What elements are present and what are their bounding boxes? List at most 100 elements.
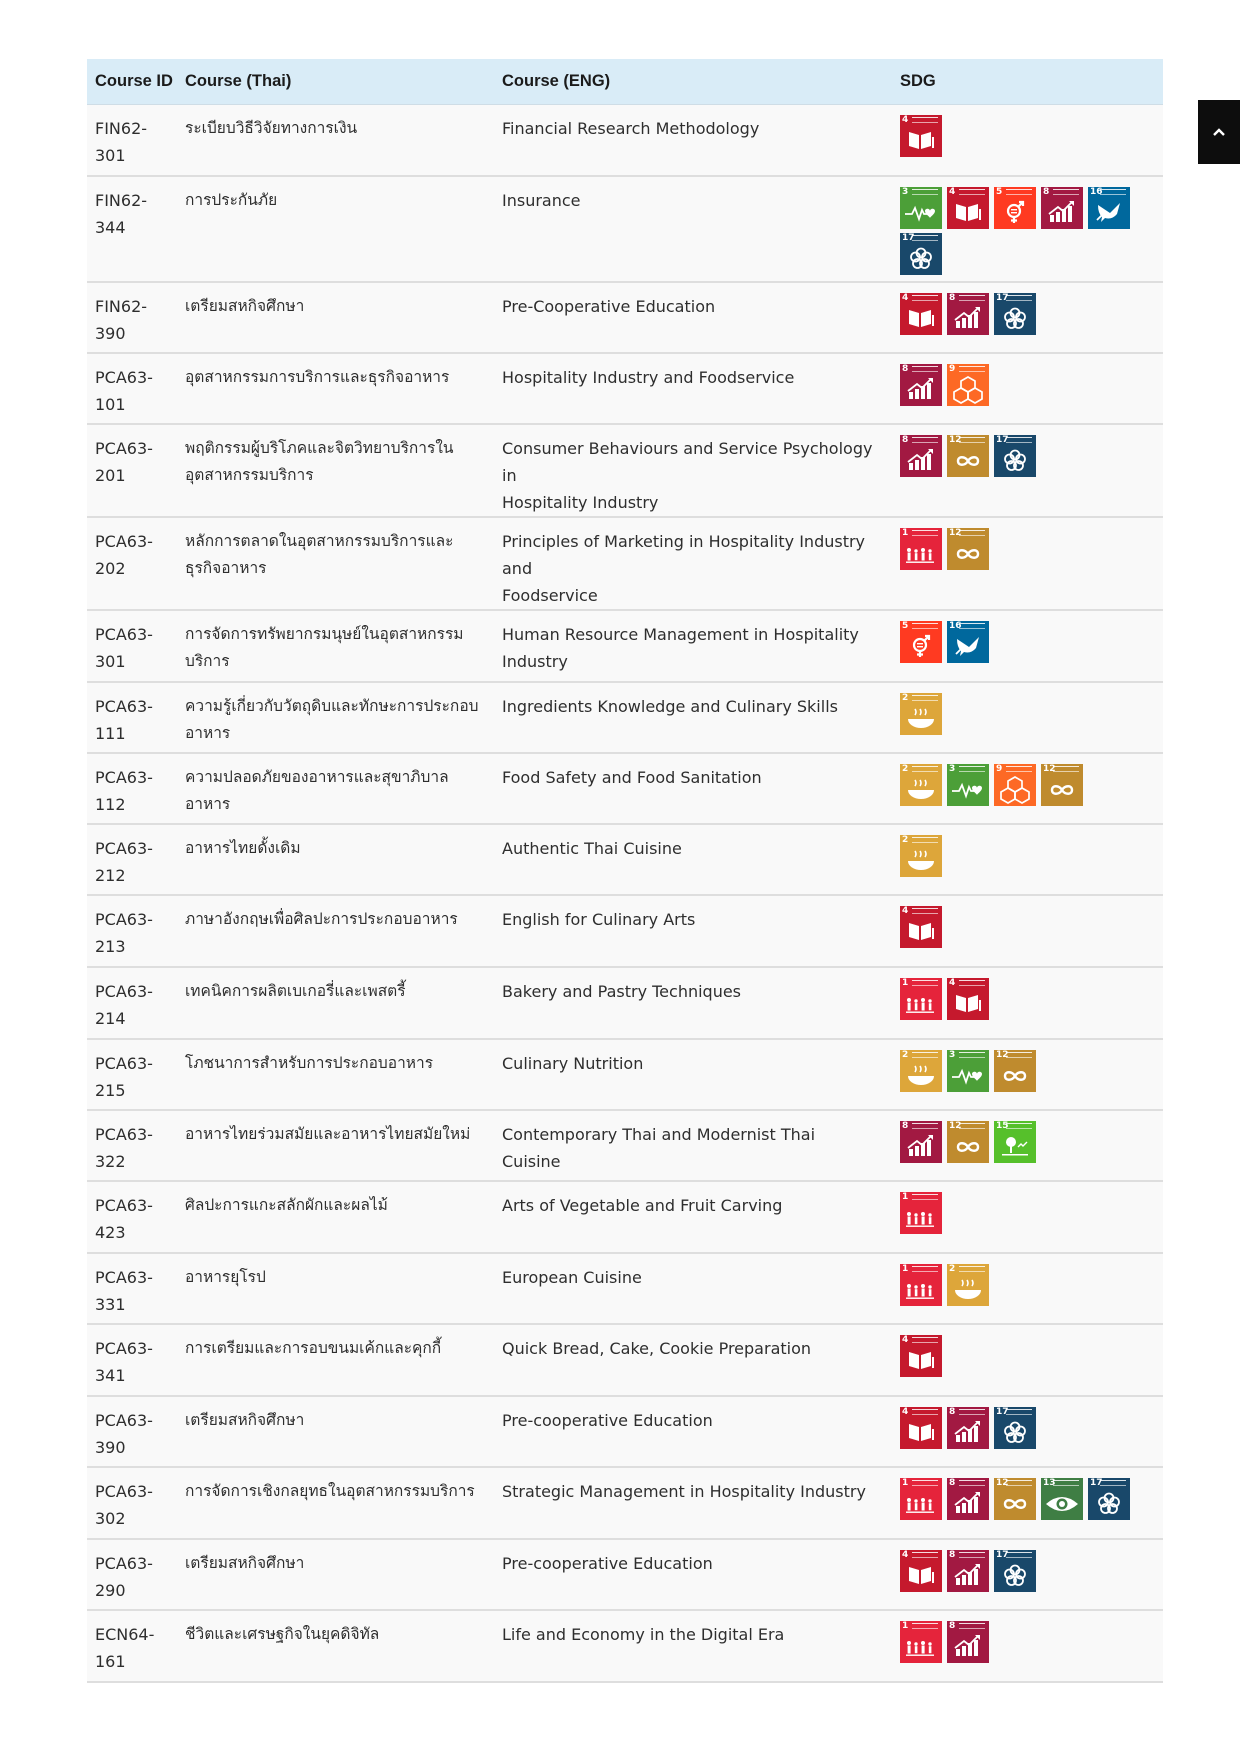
sdg-icon-list: 4 (900, 1334, 1140, 1377)
sdg-number: 13 (1043, 1477, 1056, 1488)
course-eng-cell: Insurance (494, 175, 892, 283)
course-id-cell: PCA63- 302 (87, 1466, 177, 1540)
table-body: FIN62- 301 ระเบียบวิธีวิจัยทางการเงิน Fina… (87, 104, 1163, 1683)
sdg-12-infinity-icon: 12 (1041, 763, 1083, 806)
sdg-2-bowl-icon: 2 (947, 1263, 989, 1306)
sdg-number: 12 (949, 434, 962, 445)
table-header-row: Course ID Course (Thai) Course (ENG) SDG (87, 59, 1163, 105)
sdg-12-infinity-icon: 12 (947, 1120, 989, 1163)
sdg-3-heartbeat-icon: 3 (947, 1049, 989, 1092)
sdg-17-flower-icon: 17 (994, 1549, 1036, 1592)
course-thai-cell: อาหารยุโรป (177, 1252, 494, 1325)
sdg-cell: 4 8 17 (892, 281, 1163, 354)
sdg-icon-list: 4 (900, 115, 1140, 157)
course-id-cell: PCA63- 341 (87, 1323, 177, 1397)
sdg-2-bowl-icon: 2 (900, 763, 942, 806)
course-thai-cell: เทคนิคการผลิตเบเกอรี่และเพสตรี้ (177, 966, 494, 1040)
sdg-number: 2 (902, 763, 909, 774)
sdg-number: 12 (996, 1477, 1009, 1488)
course-thai-cell: การจัดการทรัพยากรมนุษย์ในอุตสาหกรรม บริก… (177, 609, 494, 683)
sdg-number: 15 (996, 1120, 1009, 1131)
sdg-icon-list: 3 4 5 8 16 17 (900, 186, 1140, 275)
course-id-cell: PCA63- 101 (87, 352, 177, 425)
header-course-thai: Course (Thai) (177, 59, 494, 105)
table-row: PCA63- 213 ภาษาอังกฤษเพื่อศิลปะการประกอบอ… (87, 894, 1163, 968)
sdg-15-tree-icon: 15 (994, 1120, 1036, 1163)
sdg-icon-list: 8 12 17 (900, 434, 1140, 477)
course-eng-cell: Hospitality Industry and Foodservice (494, 352, 892, 425)
sdg-1-family-icon: 1 (900, 977, 942, 1020)
sdg-number: 9 (949, 363, 956, 374)
sdg-number: 16 (1090, 186, 1103, 197)
sdg-icon-list: 2 (900, 692, 1140, 735)
sdg-4-book-icon: 4 (900, 905, 942, 948)
sdg-2-bowl-icon: 2 (900, 834, 942, 877)
course-id-cell: PCA63- 290 (87, 1538, 177, 1611)
sdg-number: 12 (996, 1049, 1009, 1060)
sdg-number: 1 (902, 1477, 909, 1488)
sdg-number: 5 (996, 186, 1003, 197)
sdg-number: 4 (902, 1406, 909, 1417)
course-id-cell: FIN62- 301 (87, 104, 177, 177)
sdg-number: 1 (902, 527, 909, 538)
sdg-1-family-icon: 1 (900, 1191, 942, 1234)
sdg-number: 12 (949, 1120, 962, 1131)
course-eng-cell: Life and Economy in the Digital Era (494, 1609, 892, 1683)
scroll-to-top-button[interactable] (1198, 100, 1240, 164)
course-id-cell: FIN62- 390 (87, 281, 177, 354)
course-thai-cell: เตรียมสหกิจศึกษา (177, 1395, 494, 1468)
course-id-cell: PCA63- 202 (87, 516, 177, 611)
sdg-number: 17 (996, 1549, 1009, 1560)
table-row: PCA63- 212 อาหารไทยดั้งเดิม Authentic Thai… (87, 823, 1163, 896)
sdg-4-book-icon: 4 (900, 1549, 942, 1592)
sdg-number: 4 (902, 905, 909, 916)
sdg-17-flower-icon: 17 (994, 1406, 1036, 1449)
course-thai-cell: การจัดการเชิงกลยุทธในอุตสาหกรรมบริการ (177, 1466, 494, 1540)
table-row: PCA63- 101 อุตสาหกรรมการบริการและธุรกิจอา… (87, 352, 1163, 425)
sdg-4-book-icon: 4 (947, 186, 989, 229)
course-id-cell: PCA63- 213 (87, 894, 177, 968)
sdg-number: 8 (902, 1120, 909, 1131)
sdg-9-cubes-icon: 9 (994, 763, 1036, 806)
sdg-12-infinity-icon: 12 (994, 1049, 1036, 1092)
course-thai-cell: ชีวิตและเศรษฐกิจในยุคดิจิทัล (177, 1609, 494, 1683)
course-eng-cell: Pre-cooperative Education (494, 1395, 892, 1468)
table-row: PCA63- 331 อาหารยุโรป European Cuisine 1 2 (87, 1252, 1163, 1325)
sdg-5-gender-icon: 5 (900, 620, 942, 663)
sdg-9-cubes-icon: 9 (947, 363, 989, 406)
sdg-cell: 8 12 15 (892, 1109, 1163, 1182)
course-eng-cell: Human Resource Management in Hospitality… (494, 609, 892, 683)
sdg-cell: 5 16 (892, 609, 1163, 683)
sdg-icon-list: 4 8 17 (900, 1406, 1140, 1449)
sdg-8-growth-chart-icon: 8 (947, 292, 989, 335)
sdg-icon-list: 4 (900, 905, 1140, 948)
sdg-4-book-icon: 4 (900, 1334, 942, 1377)
sdg-icon-list: 4 8 17 (900, 1549, 1140, 1592)
table-row: FIN62- 344 การประกันภัย Insurance 3 4 5 8 16 17 (87, 175, 1163, 283)
sdg-cell: 4 8 17 (892, 1538, 1163, 1611)
course-id-cell: PCA63- 214 (87, 966, 177, 1040)
course-id-cell: PCA63- 201 (87, 423, 177, 518)
course-id-cell: PCA63- 322 (87, 1109, 177, 1182)
sdg-cell: 4 (892, 104, 1163, 177)
sdg-number: 3 (949, 763, 956, 774)
sdg-cell: 2 3 9 12 (892, 752, 1163, 825)
course-eng-cell: Consumer Behaviours and Service Psycholo… (494, 423, 892, 518)
sdg-5-gender-icon: 5 (994, 186, 1036, 229)
sdg-cell: 1 (892, 1180, 1163, 1254)
sdg-12-infinity-icon: 12 (947, 527, 989, 570)
table-row: PCA63- 111 ความรู้เกี่ยวกับวัตถุดิบและทัก… (87, 681, 1163, 754)
course-eng-cell: Pre-Cooperative Education (494, 281, 892, 354)
course-eng-cell: English for Culinary Arts (494, 894, 892, 968)
sdg-number: 2 (902, 1049, 909, 1060)
course-thai-cell: อาหารไทยร่วมสมัยและอาหารไทยสมัยใหม่ (177, 1109, 494, 1182)
sdg-4-book-icon: 4 (900, 1406, 942, 1449)
course-eng-cell: Principles of Marketing in Hospitality I… (494, 516, 892, 611)
sdg-number: 8 (1043, 186, 1050, 197)
table-row: FIN62- 390 เตรียมสหกิจศึกษา Pre-Cooperativ… (87, 281, 1163, 354)
